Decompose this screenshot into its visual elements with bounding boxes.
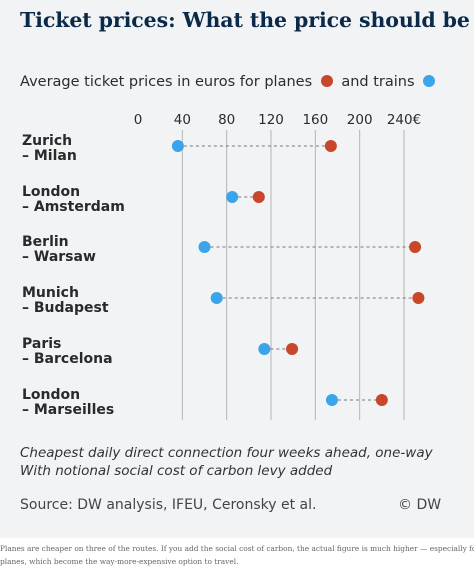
route-label-origin: Zurich — [22, 133, 72, 149]
subtitle-text-planes: Average ticket prices in euros for plane… — [20, 74, 313, 90]
route-label-destination: – Warsaw — [22, 249, 96, 265]
route-label-destination: – Milan — [22, 148, 77, 164]
figure-caption: Planes are cheaper on three of the route… — [0, 543, 474, 568]
x-tick-label: 200 — [347, 112, 373, 128]
note-line-2: With notional social cost of carbon levy… — [20, 463, 333, 479]
planes-legend-dot — [320, 75, 333, 87]
caption-line-2: planes, which become the way-more-expens… — [0, 556, 239, 566]
subtitle-text-trains: and trains — [341, 74, 415, 90]
route-label-origin: Berlin — [22, 234, 69, 250]
route-label-destination: – Budapest — [22, 300, 109, 316]
train-price-dot — [226, 191, 239, 203]
plane-price-dot — [252, 191, 265, 203]
train-price-dot — [210, 292, 223, 304]
plane-price-dot — [409, 241, 422, 253]
source-text: Source: DW analysis, IFEU, Ceronsky et a… — [20, 497, 317, 513]
route-label-origin: London — [22, 184, 80, 200]
plane-price-dot — [375, 394, 388, 406]
plane-price-dot — [324, 140, 337, 152]
route-label-origin: Paris — [22, 336, 61, 352]
x-tick-label: 120 — [258, 112, 284, 128]
train-price-dot — [325, 394, 338, 406]
route-label-origin: London — [22, 387, 80, 403]
x-tick-label: 40 — [174, 112, 191, 128]
x-tick-label: 160 — [302, 112, 328, 128]
route-label-destination: – Marseilles — [22, 402, 114, 418]
plane-price-dot — [286, 343, 299, 355]
train-price-dot — [258, 343, 271, 355]
route-label-destination: – Barcelona — [22, 351, 113, 367]
train-price-dot — [171, 140, 184, 152]
note-line-1: Cheapest daily direct connection four we… — [20, 445, 433, 461]
route-label-destination: – Amsterdam — [22, 199, 125, 215]
credit-text: © DW — [398, 497, 442, 513]
chart-card: Ticket prices: What the price should be … — [0, 0, 474, 538]
x-tick-label: 240€ — [387, 112, 421, 128]
train-price-dot — [198, 241, 211, 253]
chart-title: Ticket prices: What the price should be — [20, 8, 470, 32]
caption-line-1: Planes are cheaper on three of the route… — [0, 544, 474, 553]
plane-price-dot — [412, 292, 425, 304]
x-tick-label: 80 — [218, 112, 235, 128]
x-tick-label: 0 — [134, 112, 143, 128]
route-label-origin: Munich — [22, 285, 79, 301]
trains-legend-dot — [423, 75, 436, 87]
chart-note: Cheapest daily direct connection four we… — [20, 444, 433, 480]
chart-subtitle: Average ticket prices in euros for plane… — [20, 74, 436, 90]
